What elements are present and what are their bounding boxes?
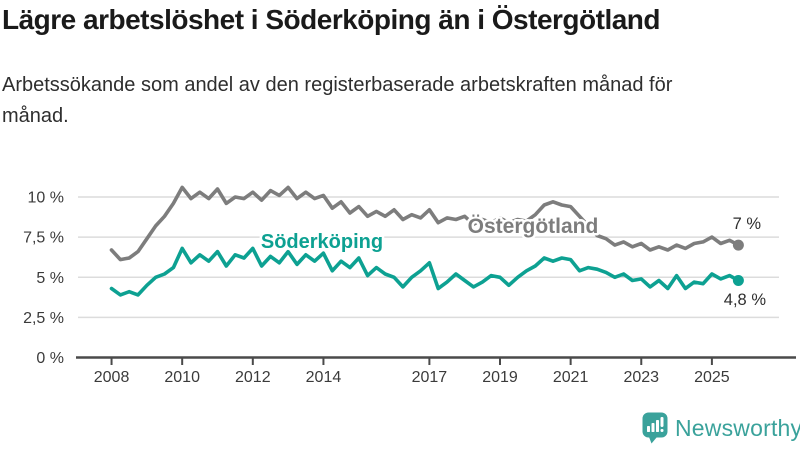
- y-tick-label: 7,5 %: [23, 230, 64, 247]
- newsworthy-speech-bubble-bar-chart-icon: [642, 412, 668, 444]
- newsworthy-wordmark: Newsworthy: [675, 414, 800, 441]
- series-label-söderköping: Söderköping: [261, 231, 383, 253]
- x-tick-label: 2014: [306, 369, 342, 386]
- series-label-östergötland: Östergötland: [468, 215, 599, 238]
- x-tick-label: 2012: [235, 369, 271, 386]
- series-line-östergötland: [109, 185, 741, 262]
- chart-subtitle: Arbetssökande som andel av den registerb…: [2, 74, 673, 127]
- end-value-annotation-söderköping: 4,8 %: [724, 291, 767, 309]
- page-title: Lägre arbetslöshet i Söderköping än i Ös…: [2, 4, 661, 35]
- x-tick-label: 2023: [623, 369, 659, 386]
- series-end-dot-söderköping: [732, 274, 744, 286]
- series-end-dot-östergötland: [732, 239, 744, 251]
- x-tick-label: 2025: [694, 369, 730, 386]
- y-tick-label: 10 %: [28, 190, 64, 207]
- series-line-söderköping: [109, 246, 741, 297]
- x-tick-label: 2008: [94, 369, 130, 386]
- x-tick-label: 2019: [482, 369, 518, 386]
- y-tick-label: 2,5 %: [23, 310, 64, 327]
- y-tick-label: 0 %: [36, 350, 64, 367]
- x-tick-label: 2021: [553, 369, 589, 386]
- x-tick-label: 2017: [412, 369, 448, 386]
- x-tick-label: 2010: [164, 369, 200, 386]
- newsworthy-logo[interactable]: Newsworthy: [642, 412, 800, 444]
- end-value-annotation-östergötland: 7 %: [733, 215, 762, 233]
- y-tick-label: 5 %: [36, 270, 64, 287]
